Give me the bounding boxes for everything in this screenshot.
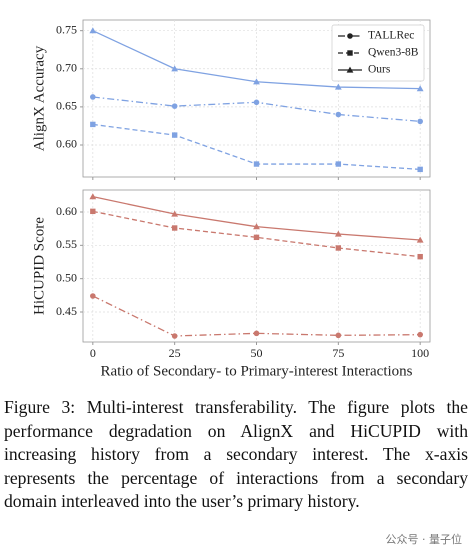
series-line [92, 295, 421, 337]
marker [417, 331, 423, 338]
x-tick-label: 0 [90, 346, 96, 360]
watermark: 公众号 · 量子位 [381, 530, 466, 548]
marker [334, 83, 342, 90]
x-tick-label: 100 [411, 346, 429, 360]
marker [171, 132, 178, 138]
chart: 0.60 0.65 0.70 0.75 AlignX Accuracy TALLRec Qw… [31, 19, 431, 379]
marker [335, 111, 342, 118]
marker [171, 65, 179, 72]
marker [90, 208, 96, 215]
x-tick-label: 50 [251, 346, 263, 360]
y-tick-label: 0.65 [56, 99, 77, 113]
marker [417, 253, 423, 260]
legend-label: Qwen3-8B [368, 47, 419, 59]
marker [253, 99, 260, 106]
x-axis-label: Ratio of Secondary- to Primary-interest … [101, 363, 413, 379]
marker [171, 103, 178, 109]
marker [417, 118, 423, 125]
y-tick-label: 0.75 [56, 22, 77, 36]
marker [347, 33, 353, 39]
marker [416, 236, 424, 243]
marker [253, 223, 260, 230]
legend-label: TALLRec [368, 30, 414, 42]
marker [335, 161, 342, 167]
marker [417, 166, 423, 173]
marker [335, 245, 342, 251]
x-tick-label: 75 [332, 346, 344, 360]
y-tick-label: 0.45 [56, 304, 77, 318]
x-tick-label: 25 [169, 346, 181, 360]
marker [171, 210, 179, 217]
y-axis-label: HiCUPID Score [31, 217, 47, 315]
marker [416, 85, 424, 92]
marker [89, 193, 97, 200]
y-tick-label: 0.60 [56, 204, 77, 218]
marker [171, 225, 178, 231]
marker [253, 161, 260, 167]
marker [90, 293, 96, 299]
y-tick-label: 0.55 [56, 237, 77, 251]
marker [347, 50, 353, 56]
marker [89, 27, 97, 34]
y-tick-label: 0.70 [56, 61, 77, 75]
marker [346, 66, 354, 73]
marker [335, 332, 342, 339]
caption: Figure 3: Multi-interest transferability… [4, 397, 468, 512]
marker [90, 121, 96, 128]
marker [253, 234, 260, 241]
y-tick-label: 0.60 [56, 137, 77, 151]
legend-box [331, 24, 425, 82]
marker [171, 333, 178, 339]
marker [253, 78, 260, 85]
y-axis-label: AlignX Accuracy [31, 45, 47, 151]
marker [90, 94, 96, 100]
marker [334, 230, 342, 237]
y-tick-label: 0.50 [56, 270, 77, 284]
marker [253, 330, 260, 337]
legend-label: Ours [368, 64, 391, 76]
series-line [92, 210, 421, 258]
